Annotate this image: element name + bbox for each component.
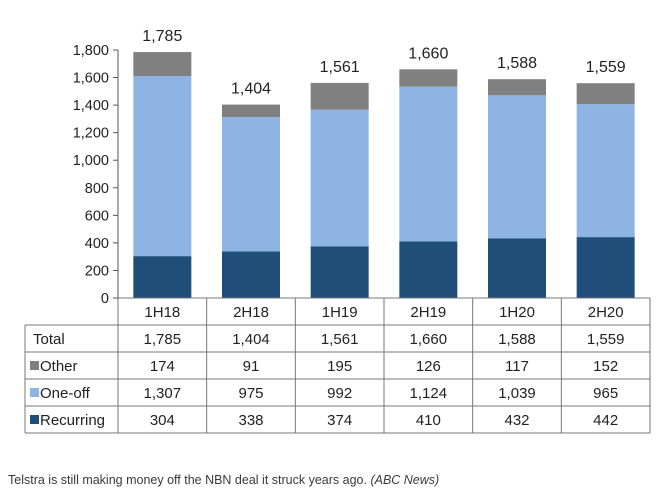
table-cell: 152 <box>593 358 618 375</box>
table-row-other: Other 174 91 195 126 117 152 <box>30 358 618 375</box>
y-tick-label: 1,200 <box>73 126 109 142</box>
table-row-label: Total <box>33 331 65 348</box>
y-axis: 0 200 400 600 800 1,000 1,200 1,400 1,600 1,800 <box>73 43 119 307</box>
table-cell: 117 <box>505 358 529 375</box>
table-cell: 965 <box>593 385 618 402</box>
table-cell: 975 <box>238 385 263 402</box>
bar-total-label: 1,588 <box>497 55 537 72</box>
bar-segment-oneoff <box>488 95 546 239</box>
y-tick-label: 800 <box>85 181 109 197</box>
bar-segment-recurring <box>576 237 635 298</box>
y-tick-label: 600 <box>85 208 109 224</box>
y-tick-label: 1,400 <box>73 98 109 114</box>
table-cell: 1,307 <box>144 385 182 402</box>
bar-total-label: 1,559 <box>586 59 626 76</box>
bar-segment-other <box>222 104 280 118</box>
y-tick-label: 400 <box>85 236 109 252</box>
x-category-label: 2H19 <box>410 304 446 321</box>
bar-segment-recurring <box>310 246 369 298</box>
x-category-label: 1H20 <box>499 304 535 321</box>
bar-segment-other <box>133 52 192 77</box>
table-cell: 1,785 <box>144 331 182 348</box>
bar-total-label: 1,404 <box>231 81 271 98</box>
bar-segment-other <box>399 69 458 87</box>
bar-segment-oneoff <box>222 117 280 252</box>
table-cell: 1,039 <box>498 385 536 402</box>
bar-segment-other <box>310 82 369 110</box>
table-cell: 91 <box>243 358 260 375</box>
table-cell: 338 <box>238 412 263 429</box>
table-cell: 432 <box>504 412 529 429</box>
table-cell: 1,588 <box>498 331 536 348</box>
bars: 1,785 1,404 1,561 1,660 1,588 1,559 <box>133 28 635 298</box>
table-row-label: One-off <box>40 385 91 402</box>
bar-segment-other <box>488 79 546 96</box>
table-cell: 195 <box>327 358 352 375</box>
y-tick-label: 0 <box>101 291 109 307</box>
bar-segment-recurring <box>399 241 458 298</box>
table-cell: 374 <box>327 412 352 429</box>
bar-total-label: 1,785 <box>142 28 182 45</box>
y-tick-label: 200 <box>85 263 109 279</box>
table-cell: 992 <box>327 385 352 402</box>
bar-segment-other <box>576 83 635 105</box>
table-row-label: Other <box>40 358 78 375</box>
bar-total-label: 1,561 <box>320 59 360 76</box>
table-cell: 304 <box>150 412 175 429</box>
table-cell: 1,660 <box>410 331 448 348</box>
table-cell: 1,559 <box>587 331 625 348</box>
bar-segment-recurring <box>488 238 546 298</box>
table-cell: 174 <box>150 358 175 375</box>
legend-swatch-other <box>30 361 39 370</box>
bar-segment-oneoff <box>133 76 192 257</box>
x-category-label: 2H18 <box>233 304 269 321</box>
bar-segment-recurring <box>133 256 192 298</box>
image-caption: Telstra is still making money off the NB… <box>8 473 439 487</box>
y-tick-label: 1,800 <box>73 43 109 59</box>
table-cell: 1,404 <box>232 331 270 348</box>
data-table: 1H18 2H18 1H19 2H19 1H20 2H20 Total 1,785 1,404 1… <box>24 297 651 434</box>
table-cell: 126 <box>416 358 441 375</box>
x-category-label: 2H20 <box>588 304 624 321</box>
table-row-oneoff: One-off 1,307 975 992 1,124 1,039 965 <box>30 385 618 402</box>
x-category-label: 1H18 <box>144 304 180 321</box>
table-row-label: Recurring <box>40 412 105 429</box>
bar-segment-oneoff <box>576 104 635 238</box>
bar-segment-recurring <box>222 251 280 298</box>
table-cell: 1,561 <box>321 331 359 348</box>
x-category-label: 1H19 <box>322 304 358 321</box>
bar-total-label: 1,660 <box>408 45 448 62</box>
bar-segment-oneoff <box>310 109 369 247</box>
y-tick-label: 1,000 <box>73 153 109 169</box>
caption-credit: (ABC News) <box>370 473 440 487</box>
table-row-recurring: Recurring 304 338 374 410 432 442 <box>30 412 618 429</box>
y-tick-label: 1,600 <box>73 71 109 87</box>
table-cell: 1,124 <box>410 385 448 402</box>
table-cell: 442 <box>593 412 618 429</box>
table-row-total: Total 1,785 1,404 1,561 1,660 1,588 1,559 <box>33 331 624 348</box>
stacked-bar-chart: 0 200 400 600 800 1,000 1,200 1,400 1,600 1,800 1… <box>24 28 651 434</box>
legend-swatch-recurring <box>30 415 39 424</box>
bar-segment-oneoff <box>399 86 458 242</box>
table-cell: 410 <box>416 412 441 429</box>
legend-swatch-oneoff <box>30 388 39 397</box>
caption-text: Telstra is still making money off the NB… <box>8 473 367 487</box>
